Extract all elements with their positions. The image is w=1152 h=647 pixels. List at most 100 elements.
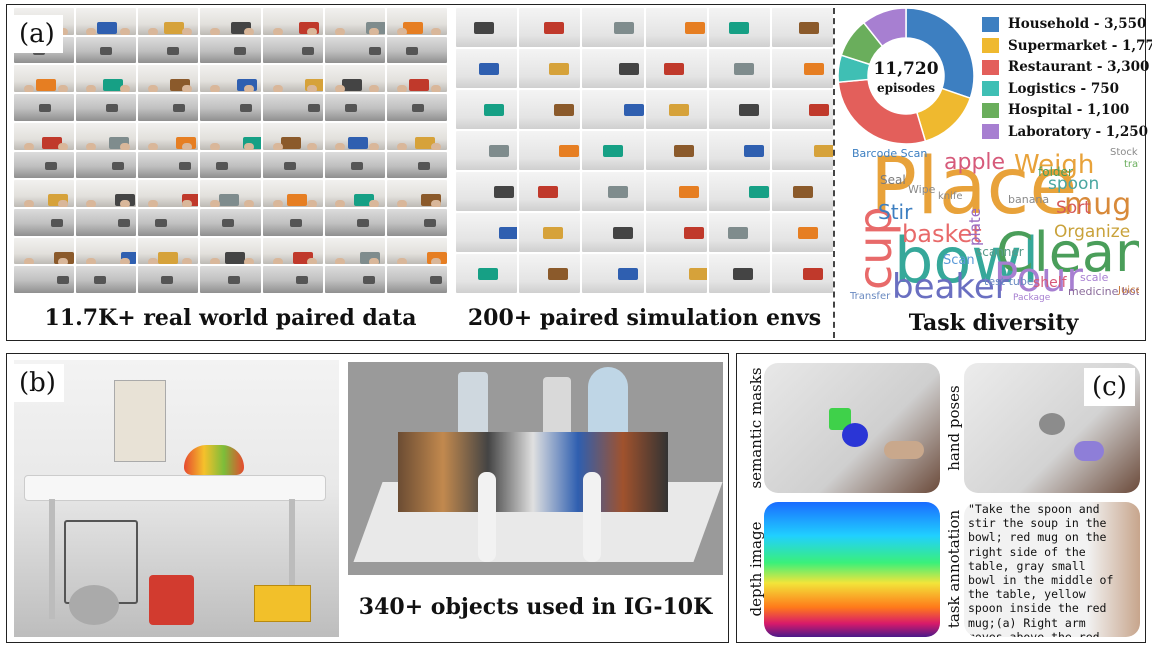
thumbnail-object (802, 268, 823, 280)
thumbnail-object (538, 186, 559, 198)
thumbnail-object (222, 218, 235, 227)
simulation-thumbnail (708, 49, 770, 88)
gray-bowl (1039, 413, 1065, 435)
real-world-thumbnail (14, 122, 75, 150)
simulation-thumbnail (456, 254, 518, 293)
thumbnail-object (489, 145, 509, 157)
thumbnail-hand (368, 142, 379, 150)
real-world-image-grid (14, 8, 447, 293)
thumbnail-hand (120, 85, 131, 93)
thumbnail-hand (86, 28, 97, 35)
robot-arm-thumbnail (138, 151, 199, 179)
robot-arm-thumbnail (386, 266, 447, 293)
real-world-thumbnail (324, 8, 385, 35)
thumbnail-hand (430, 85, 441, 93)
green-cup (829, 408, 851, 430)
robot-arm-thumbnail (200, 151, 261, 179)
thumbnail-object (797, 227, 818, 239)
legend-label: Laboratory - 1,250 (1008, 123, 1149, 140)
real-world-thumbnail (386, 8, 447, 35)
thumbnail-object (548, 268, 569, 280)
simulation-thumbnail (582, 254, 644, 293)
thumbnail-object (618, 268, 639, 280)
thumbnail-hand (58, 200, 68, 207)
robot-arm-thumbnail (138, 94, 199, 121)
robot-arm-thumbnail (138, 266, 199, 293)
thumbnail-hand (396, 142, 407, 150)
legend-swatch (982, 102, 999, 118)
thumbnail-object (684, 22, 705, 34)
word-cloud-term: mug (1064, 187, 1132, 222)
thumbnail-hand (210, 85, 221, 93)
word-cloud-term: Pour (994, 255, 1083, 301)
simulation-thumbnail (771, 254, 833, 293)
robot-arm-thumbnail (324, 266, 385, 293)
simulation-thumbnail (708, 213, 770, 252)
thumbnail-object (743, 145, 764, 157)
thumbnail-object (283, 161, 296, 170)
real-world-thumbnail (14, 237, 75, 265)
thumbnail-object (619, 63, 640, 75)
simulation-thumbnail (645, 90, 707, 129)
semantic-masks-image (764, 363, 940, 493)
real-world-thumbnail (262, 180, 323, 207)
thumbnail-object (727, 227, 748, 239)
robot-arm-thumbnail (14, 94, 75, 121)
legend-item: Laboratory - 1,250 (982, 124, 1148, 140)
thumbnail-object (429, 276, 442, 285)
thumbnail-object (225, 251, 246, 264)
thumbnail-hand (430, 200, 441, 207)
thumbnail-object (688, 268, 707, 280)
real-world-thumbnail (386, 237, 447, 265)
thumbnail-object (798, 22, 819, 34)
robot-arm-thumbnail (14, 266, 75, 293)
simulation-thumbnail (456, 90, 518, 129)
thumbnail-hand (244, 28, 255, 35)
thumbnail-object (474, 22, 494, 34)
robot-arm-thumbnail (138, 36, 199, 64)
simulation-thumbnail (582, 8, 644, 47)
thumbnail-hand (182, 257, 193, 265)
thumbnail-object (158, 251, 179, 264)
panel-c-label: (c) (1084, 368, 1135, 406)
thumbnail-hand (24, 85, 34, 93)
legend-label: Household - 3,550 (1008, 16, 1147, 32)
thumbnail-object (728, 22, 749, 34)
donut-slice-laboratory (862, 7, 907, 48)
simulation-thumbnail (708, 254, 770, 293)
thumbnail-hand (306, 257, 317, 265)
thumbnail-object (808, 104, 829, 116)
real-world-thumbnail (200, 122, 261, 150)
thumbnail-object (499, 227, 518, 239)
panel-a-label: (a) (11, 15, 63, 53)
thumbnail-object (350, 161, 363, 170)
legend-swatch (982, 124, 999, 139)
thumbnail-object (94, 276, 107, 285)
robot-arm-thumbnail (324, 94, 385, 121)
thumbnail-object (164, 22, 185, 34)
word-cloud-term: Wipe (908, 183, 936, 196)
real-world-thumbnail (200, 65, 261, 93)
robot-arm-thumbnail (76, 36, 137, 64)
task-annotation-label: task annotation (945, 509, 963, 629)
thumbnail-hand (306, 28, 317, 35)
robot-arm-thumbnail (200, 208, 261, 236)
word-cloud-term: knife (938, 191, 963, 202)
thumbnail-object (624, 104, 644, 116)
thumbnail-hand (210, 28, 221, 35)
real-world-thumbnail (324, 180, 385, 207)
thumbnail-hand (334, 85, 345, 93)
donut-center-unit: episodes (877, 81, 935, 95)
simulation-thumbnail (582, 131, 644, 170)
simulation-thumbnail (582, 172, 644, 211)
word-cloud-term: plate (966, 208, 984, 246)
word-cloud-term: Organize (1054, 222, 1131, 242)
thumbnail-hand (244, 142, 255, 150)
simulation-thumbnail (519, 254, 581, 293)
thumbnail-object (103, 79, 124, 92)
real-world-thumbnail (200, 8, 261, 35)
word-cloud-term: spoon (1048, 174, 1100, 194)
thumbnail-object (173, 104, 186, 113)
thumbnail-hand (120, 200, 131, 207)
thumbnail-hand (334, 142, 345, 150)
